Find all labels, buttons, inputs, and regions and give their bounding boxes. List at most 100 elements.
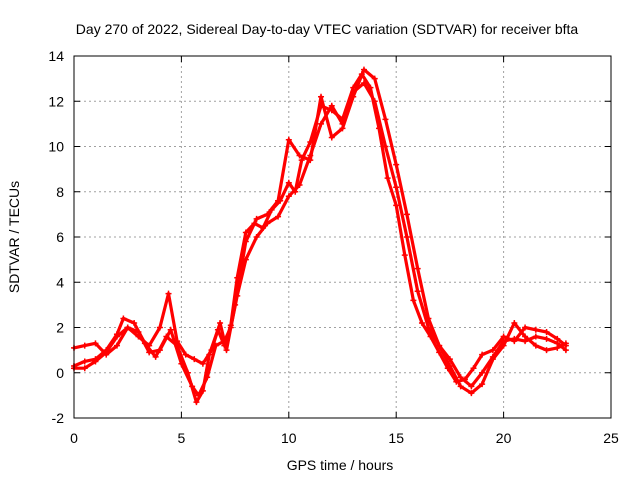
x-tick-label: 25: [603, 430, 619, 446]
x-tick-label: 10: [281, 430, 297, 446]
data-point-plus: [414, 265, 421, 272]
data-point-plus: [113, 342, 120, 349]
data-point-plus: [131, 319, 138, 326]
x-tick-label: 15: [388, 430, 404, 446]
data-point-plus: [307, 152, 314, 159]
data-point-plus: [242, 256, 249, 263]
data-point-plus: [393, 184, 400, 191]
data-point-plus: [318, 120, 325, 127]
data-point-plus: [152, 353, 159, 360]
data-point-plus: [120, 315, 127, 322]
y-tick-label: 10: [48, 139, 64, 155]
data-point-plus: [468, 390, 475, 397]
data-point-plus: [223, 347, 230, 354]
data-point-plus: [479, 351, 486, 358]
data-point-plus: [156, 324, 163, 331]
data-point-plus: [234, 292, 241, 299]
data-point-plus: [489, 347, 496, 354]
y-tick-label: 2: [56, 320, 64, 336]
data-point-plus: [81, 365, 88, 372]
data-point-plus: [360, 66, 367, 73]
data-point-plus: [339, 120, 346, 127]
data-point-plus: [146, 349, 153, 356]
axis-ticks: 0 5 10 15 20 25 -2 0 2 4 6 8 10 12 14: [48, 48, 619, 446]
x-tick-label: 5: [178, 430, 186, 446]
data-point-plus: [436, 342, 443, 349]
data-point-plus: [135, 329, 142, 336]
data-point-plus: [264, 211, 271, 218]
y-tick-label: 0: [56, 365, 64, 381]
data-point-plus: [156, 347, 163, 354]
data-point-plus: [328, 134, 335, 141]
data-point-plus: [384, 175, 391, 182]
data-point-plus: [410, 297, 417, 304]
data-point-plus: [500, 338, 507, 345]
data-point-plus: [446, 362, 453, 369]
data-point-plus: [382, 116, 389, 123]
data-series: [71, 66, 569, 406]
y-tick-label: 6: [56, 229, 64, 245]
data-point-plus: [275, 213, 282, 220]
data-point-plus: [253, 215, 260, 222]
data-point-plus: [285, 179, 292, 186]
data-point-plus: [92, 358, 99, 365]
data-point-plus: [479, 381, 486, 388]
data-point-plus: [191, 356, 198, 363]
data-point-plus: [264, 220, 271, 227]
data-point-plus: [532, 342, 539, 349]
data-point-plus: [124, 324, 131, 331]
data-point-plus: [296, 181, 303, 188]
data-point-plus: [403, 234, 410, 240]
x-tick-label: 0: [70, 430, 78, 446]
data-point-plus: [212, 342, 219, 349]
data-point-plus: [543, 329, 550, 336]
data-point-plus: [253, 234, 260, 240]
data-point-plus: [414, 288, 421, 295]
data-point-plus: [167, 326, 174, 333]
data-point-plus: [242, 229, 249, 236]
data-point-plus: [204, 374, 211, 381]
y-axis-label: SDTVAR / TECUs: [6, 181, 22, 293]
data-point-plus: [532, 326, 539, 333]
data-point-plus: [522, 324, 529, 331]
grid-lines: [74, 56, 611, 418]
data-point-plus: [393, 202, 400, 209]
data-point-plus: [457, 374, 464, 381]
data-point-plus: [562, 340, 569, 347]
data-point-plus: [189, 383, 196, 390]
data-point-plus: [382, 143, 389, 150]
data-point-plus: [178, 360, 185, 367]
data-point-plus: [457, 383, 464, 390]
data-point-plus: [418, 319, 425, 326]
data-point-plus: [165, 290, 172, 297]
x-tick-label: 20: [496, 430, 512, 446]
data-point-plus: [446, 356, 453, 363]
data-point-plus: [403, 211, 410, 218]
data-point-plus: [103, 349, 110, 356]
y-tick-label: 4: [56, 274, 64, 290]
data-point-plus: [532, 333, 539, 340]
data-point-plus: [371, 98, 378, 105]
data-point-plus: [425, 324, 432, 331]
data-point-plus: [217, 319, 224, 326]
data-point-plus: [393, 161, 400, 168]
data-point-plus: [81, 358, 88, 365]
data-point-plus: [285, 193, 292, 200]
data-point-plus: [275, 197, 282, 204]
data-point-plus: [371, 75, 378, 82]
data-point-plus: [285, 136, 292, 143]
data-point-plus: [543, 335, 550, 342]
data-point-plus: [543, 347, 550, 354]
data-point-plus: [489, 353, 496, 360]
data-point-plus: [227, 324, 234, 331]
data-point-plus: [195, 392, 202, 399]
data-point-plus: [470, 365, 477, 372]
data-point-plus: [199, 360, 206, 367]
data-point-plus: [479, 369, 486, 376]
chart-title: Day 270 of 2022, Sidereal Day-to-day VTE…: [76, 21, 579, 37]
y-tick-label: -2: [52, 410, 65, 426]
data-point-plus: [81, 342, 88, 349]
data-point-plus: [350, 89, 357, 96]
data-point-plus: [562, 347, 569, 354]
